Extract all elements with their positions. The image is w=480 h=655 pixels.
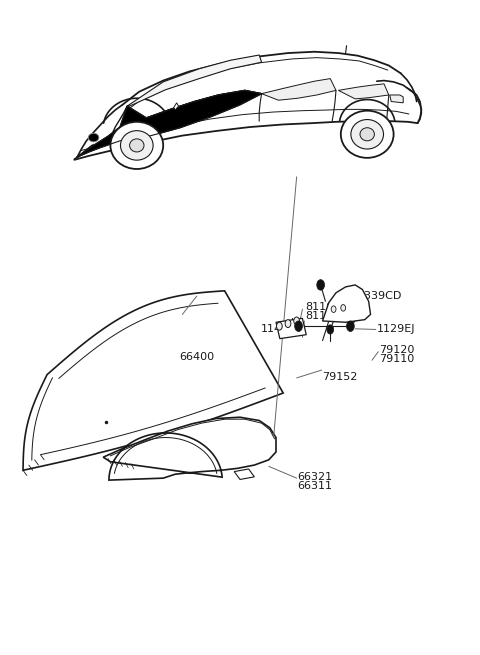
Polygon shape: [174, 103, 179, 110]
Polygon shape: [23, 291, 283, 470]
Text: 1339CD: 1339CD: [358, 291, 402, 301]
Text: 79120: 79120: [379, 345, 415, 356]
Text: 81172E: 81172E: [305, 311, 347, 322]
Circle shape: [331, 306, 336, 312]
Polygon shape: [390, 95, 403, 103]
Ellipse shape: [120, 131, 153, 160]
Circle shape: [341, 305, 346, 311]
Polygon shape: [234, 469, 254, 479]
Ellipse shape: [130, 139, 144, 152]
Polygon shape: [262, 79, 336, 100]
Circle shape: [294, 317, 300, 325]
Text: 79110: 79110: [379, 354, 414, 364]
Text: 1140AT: 1140AT: [261, 324, 302, 334]
Polygon shape: [338, 84, 389, 99]
Ellipse shape: [341, 111, 394, 158]
Polygon shape: [276, 318, 306, 339]
Text: 66311: 66311: [298, 481, 333, 491]
Circle shape: [317, 280, 324, 290]
Circle shape: [327, 325, 334, 334]
Text: 66321: 66321: [298, 472, 333, 482]
Text: 81162E: 81162E: [305, 301, 347, 312]
Polygon shape: [127, 55, 262, 106]
Circle shape: [295, 321, 302, 331]
Polygon shape: [77, 90, 262, 157]
Circle shape: [347, 321, 354, 331]
Ellipse shape: [351, 119, 384, 149]
Text: 79152: 79152: [323, 371, 358, 382]
Polygon shape: [103, 417, 276, 480]
Ellipse shape: [110, 122, 163, 169]
Ellipse shape: [360, 128, 374, 141]
Ellipse shape: [88, 133, 99, 142]
Text: 66400: 66400: [179, 352, 215, 362]
Polygon shape: [323, 285, 371, 322]
Circle shape: [285, 320, 291, 328]
Circle shape: [276, 322, 282, 330]
Text: 1129EJ: 1129EJ: [377, 324, 415, 334]
